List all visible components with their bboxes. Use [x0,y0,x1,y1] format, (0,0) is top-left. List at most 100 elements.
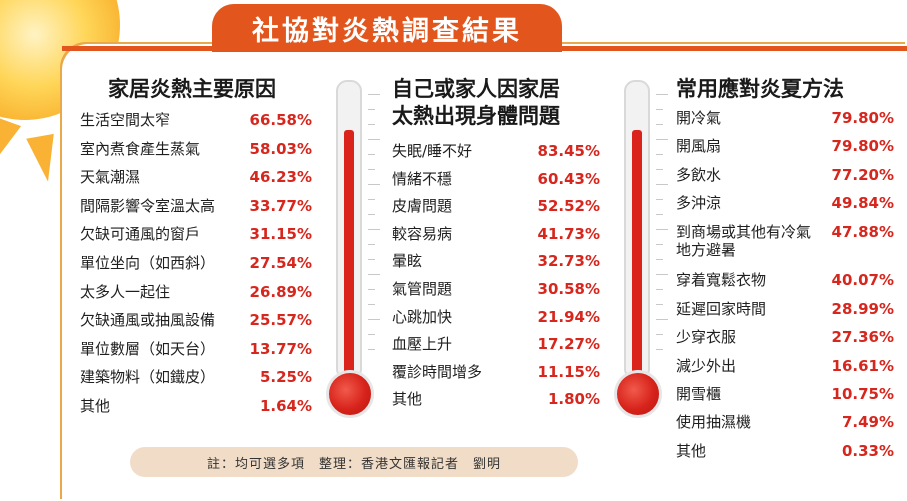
thermometer-tick [656,334,663,335]
row-label: 失眠/睡不好 [392,142,472,160]
thermometer-tick [368,244,375,245]
row-label: 單位數層（如天台） [80,340,215,358]
heading-line: 家居炎熱主要原因 [108,77,276,101]
row-label: 欠缺可通風的窗戶 [80,225,200,243]
row-label: 開風扇 [676,137,721,155]
thermometer-tick [368,349,375,350]
heading-line: 自己或家人因家居 [392,77,560,101]
thermometer-tick [656,274,668,275]
row-label-line: 其他 [392,390,423,409]
row-label: 暈眩 [392,252,422,270]
thermometer-tick [656,169,663,170]
table-row: 間隔影響令室溫太高 33.77% [80,197,312,215]
row-label-line: 多飲水 [676,165,722,184]
row-label-line: 情緒不穩 [392,169,453,188]
thermometer-tick [656,304,663,305]
row-value: 1.80% [547,390,600,409]
chart-title: 社協對炎熱調查結果 [212,4,562,52]
row-label: 血壓上升 [392,335,452,353]
row-value: 33.77% [249,196,312,215]
table-row: 欠缺可通風的窗戶 31.15% [80,225,312,243]
row-label: 多飲水 [676,166,721,184]
row-label: 單位坐向（如西斜） [80,254,215,272]
row-label: 少穿衣服 [676,328,736,346]
row-label-line: 到商場或其他有冷氣 [676,222,812,241]
heading-line: 常用應對炎夏方法 [676,77,844,101]
row-label-line: 開風扇 [676,137,722,156]
row-label-line: 地方避暑 [676,240,737,259]
table-row: 太多人一起住 26.89% [80,283,312,301]
row-value: 25.57% [249,311,312,330]
row-value: 79.80% [831,137,894,156]
thermometer-tick [656,229,668,230]
row-label: 開雪櫃 [676,385,721,403]
thermometer-tick [368,139,380,140]
row-label-line: 使用抽濕機 [676,413,752,432]
table-row: 心跳加快 21.94% [392,308,600,326]
table-row: 建築物料（如鐵皮） 5.25% [80,368,312,386]
row-label: 其他 [676,442,706,460]
thermometer-tick [368,229,380,230]
table-row: 少穿衣服 27.36% [676,328,894,346]
table-row: 延遲回家時間 28.99% [676,300,894,318]
table-row: 其他 1.64% [80,397,312,415]
row-value: 52.52% [537,197,600,216]
table-row: 單位數層（如天台） 13.77% [80,340,312,358]
row-label-line: 欠缺通風或抽風設備 [80,311,216,330]
thermometer-tick [656,154,663,155]
thermometer-tick [368,334,375,335]
table-row: 生活空間太窄 66.58% [80,111,312,129]
row-value: 5.25% [259,368,312,387]
row-value: 0.33% [841,441,894,460]
table-row: 血壓上升 17.27% [392,335,600,353]
row-label: 氣管問題 [392,280,452,298]
table-row: 欠缺通風或抽風設備 25.57% [80,311,312,329]
table-row: 暈眩 32.73% [392,252,600,270]
row-label: 太多人一起住 [80,283,170,301]
row-label-line: 延遲回家時間 [676,299,767,318]
table-row: 天氣潮濕 46.23% [80,168,312,186]
row-label-line: 暈眩 [392,252,423,271]
row-value: 58.03% [249,139,312,158]
row-value: 26.89% [249,282,312,301]
row-label-line: 開雪櫃 [676,385,722,403]
row-value: 7.49% [841,413,894,432]
thermometer-tick [368,94,380,95]
row-label-line: 少穿衣服 [676,328,737,347]
row-value: 13.77% [249,339,312,358]
row-label-line: 生活空間太窄 [80,111,171,129]
row-label: 其他 [80,397,110,415]
row-label: 建築物料（如鐵皮） [80,368,215,386]
row-value: 21.94% [537,307,600,326]
row-label-line: 穿着寬鬆衣物 [676,271,767,290]
row-label-line: 心跳加快 [392,307,453,326]
table-row: 其他 1.80% [392,390,600,408]
thermometer-tick [368,184,380,185]
row-value: 79.80% [831,109,894,127]
row-label-line: 多沖涼 [676,194,722,213]
table-row: 開冷氣 79.80% [676,109,894,127]
thermometer-tick [656,289,663,290]
row-value: 83.45% [537,142,600,160]
table-row: 覆診時間增多 11.15% [392,363,600,381]
thermometer-tick [368,199,375,200]
row-label: 生活空間太窄 [80,111,170,129]
row-label: 較容易病 [392,225,452,243]
row-label-line: 天氣潮濕 [80,168,141,187]
table-row: 多飲水 77.20% [676,166,894,184]
thermometer-tick [368,259,375,260]
row-label: 穿着寬鬆衣物 [676,271,766,289]
thermometer-mercury [344,130,354,390]
row-label-line: 欠缺可通風的窗戶 [80,225,201,244]
thermometer-tick [656,139,668,140]
row-label-line: 失眠/睡不好 [392,142,473,160]
row-label-line: 較容易病 [392,224,453,243]
table-row: 氣管問題 30.58% [392,280,600,298]
row-label-line: 太多人一起住 [80,282,171,301]
row-label-line: 皮膚問題 [392,197,453,216]
table-row: 多沖涼 49.84% [676,194,894,212]
row-value: 77.20% [831,165,894,184]
table-row: 開風扇 79.80% [676,137,894,155]
thermometer-tick [656,214,663,215]
table-row: 單位坐向（如西斜） 27.54% [80,254,312,272]
